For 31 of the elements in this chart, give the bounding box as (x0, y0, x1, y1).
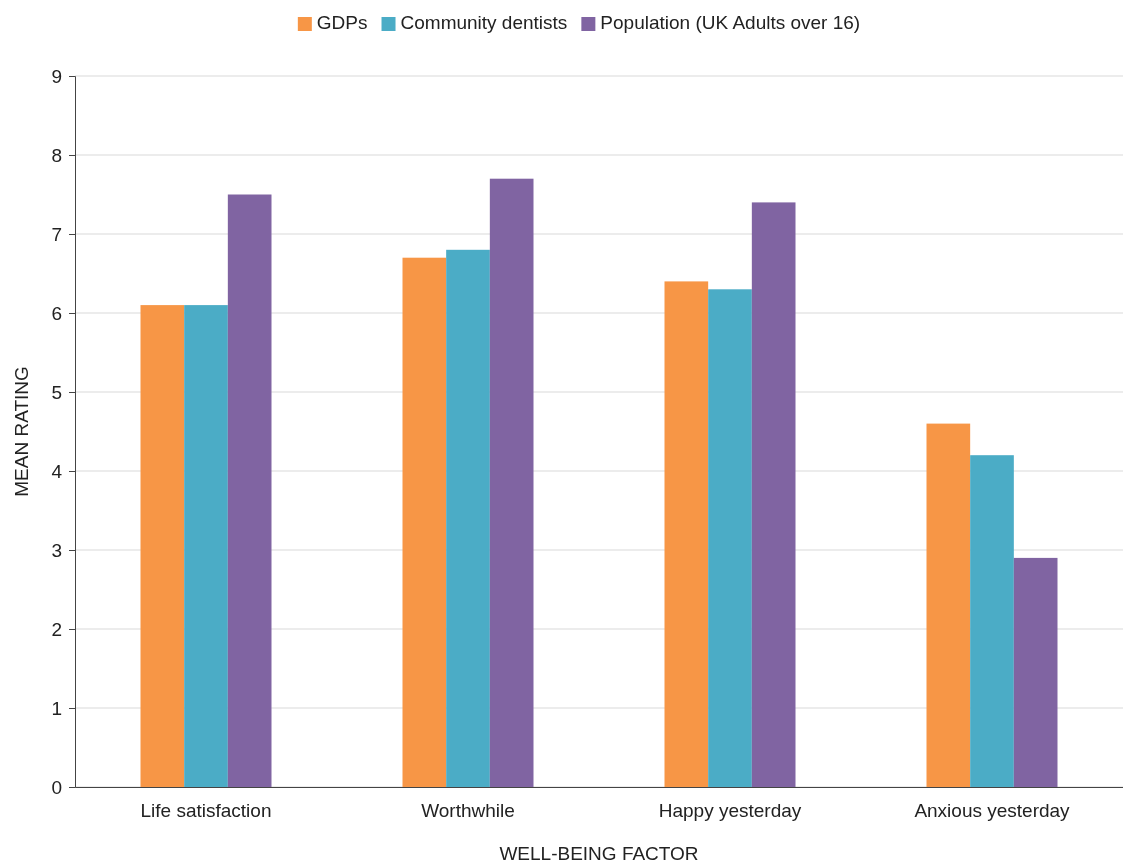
bar (708, 289, 752, 787)
bar (751, 202, 796, 787)
bar (140, 305, 185, 787)
y-tick-label: 2 (51, 618, 62, 640)
bar (227, 194, 272, 787)
bar (402, 257, 447, 787)
x-tick-label: Life satisfaction (140, 799, 272, 821)
legend-label: Community dentists (400, 12, 568, 33)
y-tick-label: 9 (51, 65, 62, 87)
x-tick-label: Happy yesterday (658, 799, 802, 821)
bar (446, 249, 490, 787)
y-tick-label: 6 (51, 302, 62, 324)
x-tick-label: Worthwhile (421, 799, 515, 821)
bar (926, 423, 971, 787)
bar (489, 178, 534, 787)
y-axis-title: MEAN RATING (11, 366, 32, 497)
x-axis-title: WELL-BEING FACTOR (499, 843, 699, 864)
bar (970, 455, 1014, 787)
y-tick-label: 5 (51, 381, 62, 403)
bar (1013, 557, 1058, 787)
y-tick-label: 3 (51, 539, 62, 561)
bar (184, 305, 228, 787)
y-tick-label: 1 (51, 697, 62, 719)
bar (664, 281, 709, 787)
legend-label: Population (UK Adults over 16) (600, 12, 861, 33)
legend-label: GDPs (316, 12, 368, 33)
y-tick-label: 4 (51, 460, 63, 482)
y-tick-label: 0 (51, 776, 62, 798)
y-tick-label: 8 (51, 144, 62, 166)
x-tick-label: Anxious yesterday (914, 799, 1071, 821)
y-tick-label: 7 (51, 223, 62, 245)
